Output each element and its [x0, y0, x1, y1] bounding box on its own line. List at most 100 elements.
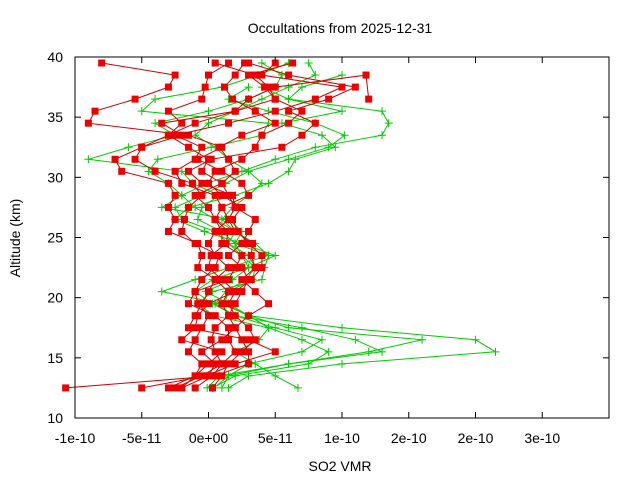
- green-plus-marker: [331, 143, 340, 152]
- red-square-marker: [311, 119, 319, 127]
- green-plus-marker: [177, 191, 186, 200]
- red-square-marker: [171, 167, 179, 175]
- green-plus-marker: [144, 167, 153, 176]
- red-square-marker: [285, 107, 293, 115]
- red-square-marker: [198, 179, 206, 187]
- red-square-marker: [184, 143, 192, 151]
- red-square-marker: [111, 155, 119, 163]
- green-plus-marker: [124, 143, 133, 152]
- red-square-marker: [198, 191, 206, 199]
- red-square-marker: [191, 288, 199, 296]
- green-plus-marker: [217, 383, 226, 392]
- green-plus-marker: [153, 155, 162, 164]
- green-plus-marker: [157, 287, 166, 296]
- red-square-marker: [205, 372, 212, 380]
- red-square-marker: [164, 384, 172, 392]
- green-plus-marker: [364, 347, 373, 356]
- red-square-marker: [218, 240, 226, 248]
- green-plus-marker: [151, 95, 160, 104]
- red-square-marker: [118, 167, 126, 175]
- red-square-marker: [245, 324, 253, 332]
- red-square-marker: [211, 191, 219, 199]
- red-square-marker: [325, 95, 333, 103]
- green-plus-marker: [317, 131, 326, 140]
- green-series-line: [194, 62, 317, 389]
- red-square-marker: [245, 95, 253, 103]
- green-plus-marker: [251, 359, 260, 368]
- red-square-marker: [258, 252, 266, 260]
- red-square-marker: [225, 288, 233, 296]
- red-square-marker: [164, 179, 172, 187]
- red-square-marker: [258, 71, 266, 79]
- red-square-marker: [251, 264, 259, 272]
- red-square-marker: [171, 71, 179, 79]
- red-square-marker: [191, 372, 199, 380]
- red-square-marker: [238, 348, 246, 356]
- red-square-marker: [198, 372, 206, 380]
- x-tick-label: 0e+00: [189, 430, 229, 446]
- green-plus-marker: [257, 59, 266, 68]
- green-plus-marker: [257, 275, 266, 284]
- red-square-marker: [238, 264, 246, 272]
- red-square-marker: [171, 215, 179, 223]
- red-square-marker: [338, 83, 346, 91]
- red-square-marker: [251, 336, 259, 344]
- red-square-marker: [191, 240, 199, 248]
- red-square-marker: [238, 276, 246, 284]
- ticks-layer: -1e-10 -5e-11 0e+00 5e-11 1e-10 2e-10 2e-10 3e-…: [47, 49, 609, 446]
- red-square-marker: [241, 59, 249, 67]
- red-square-marker: [261, 83, 269, 91]
- green-plus-marker: [231, 371, 240, 380]
- red-square-marker: [131, 155, 139, 163]
- red-square-marker: [218, 276, 226, 284]
- green-plus-marker: [271, 371, 280, 380]
- red-square-marker: [298, 107, 306, 115]
- red-square-marker: [234, 227, 242, 235]
- red-square-marker: [271, 83, 279, 91]
- red-square-marker: [221, 83, 229, 91]
- green-plus-marker: [244, 167, 253, 176]
- red-series: [205, 59, 306, 392]
- red-square-marker: [158, 119, 166, 127]
- red-square-marker: [245, 336, 253, 344]
- green-plus-marker: [244, 83, 253, 92]
- green-plus-marker: [151, 119, 160, 128]
- red-square-marker: [251, 143, 259, 151]
- red-square-marker: [188, 179, 196, 187]
- red-square-marker: [222, 240, 230, 248]
- x-tick-label: 2e-10: [391, 430, 427, 446]
- red-square-marker: [184, 324, 192, 332]
- green-plus-marker: [217, 215, 226, 224]
- red-square-marker: [289, 59, 297, 67]
- red-square-marker: [225, 215, 233, 223]
- red-square-marker: [231, 348, 239, 356]
- red-square-marker: [211, 360, 219, 368]
- red-square-marker: [205, 300, 212, 308]
- red-square-marker: [245, 191, 253, 199]
- red-square-marker: [184, 167, 192, 175]
- x-axis-label: SO2 VMR: [308, 458, 371, 474]
- red-square-marker: [198, 276, 206, 284]
- red-square-marker: [211, 227, 219, 235]
- red-square-marker: [194, 300, 202, 308]
- red-square-marker: [191, 336, 199, 344]
- red-square-marker: [151, 167, 159, 175]
- red-square-marker: [229, 215, 237, 223]
- red-square-marker: [231, 167, 239, 175]
- red-square-marker: [205, 288, 212, 296]
- green-plus-marker: [324, 143, 333, 152]
- red-square-marker: [98, 59, 106, 67]
- red-square-marker: [205, 264, 212, 272]
- red-square-marker: [198, 360, 206, 368]
- green-plus-marker: [257, 95, 266, 104]
- red-square-marker: [215, 252, 223, 260]
- red-square-marker: [211, 252, 219, 260]
- red-square-marker: [225, 264, 233, 272]
- green-plus-marker: [418, 335, 427, 344]
- red-square-marker: [225, 360, 233, 368]
- red-square-marker: [218, 360, 226, 368]
- red-square-marker: [211, 59, 219, 67]
- chart-title: Occultations from 2025-12-31: [248, 20, 433, 36]
- green-plus-marker: [271, 251, 280, 260]
